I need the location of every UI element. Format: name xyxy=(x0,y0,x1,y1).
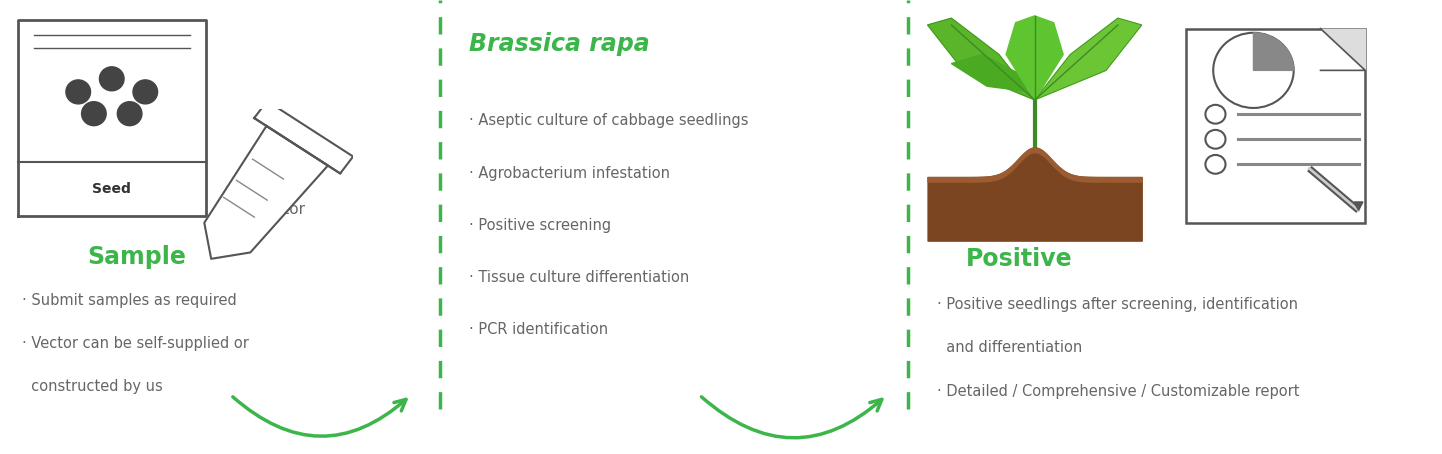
Text: · Detailed / Comprehensive / Customizable report: · Detailed / Comprehensive / Customizabl… xyxy=(937,384,1299,399)
Text: · Aseptic culture of cabbage seedlings: · Aseptic culture of cabbage seedlings xyxy=(469,114,748,128)
Text: · Tissue culture differentiation: · Tissue culture differentiation xyxy=(469,270,689,285)
Text: · Positive screening: · Positive screening xyxy=(469,218,611,233)
Text: · Submit samples as required: · Submit samples as required xyxy=(22,293,236,308)
Text: Positive: Positive xyxy=(966,247,1073,271)
Text: · PCR identification: · PCR identification xyxy=(469,322,607,337)
Text: Brassica rapa: Brassica rapa xyxy=(469,32,649,56)
Text: constructed by us: constructed by us xyxy=(22,379,163,394)
Text: and differentiation: and differentiation xyxy=(937,340,1083,355)
Text: · Vector can be self-supplied or: · Vector can be self-supplied or xyxy=(22,336,248,351)
Text: · Positive seedlings after screening, identification: · Positive seedlings after screening, id… xyxy=(937,297,1298,312)
Text: · Agrobacterium infestation: · Agrobacterium infestation xyxy=(469,166,669,181)
Text: Sample: Sample xyxy=(88,245,186,269)
Text: Vector: Vector xyxy=(257,202,306,217)
